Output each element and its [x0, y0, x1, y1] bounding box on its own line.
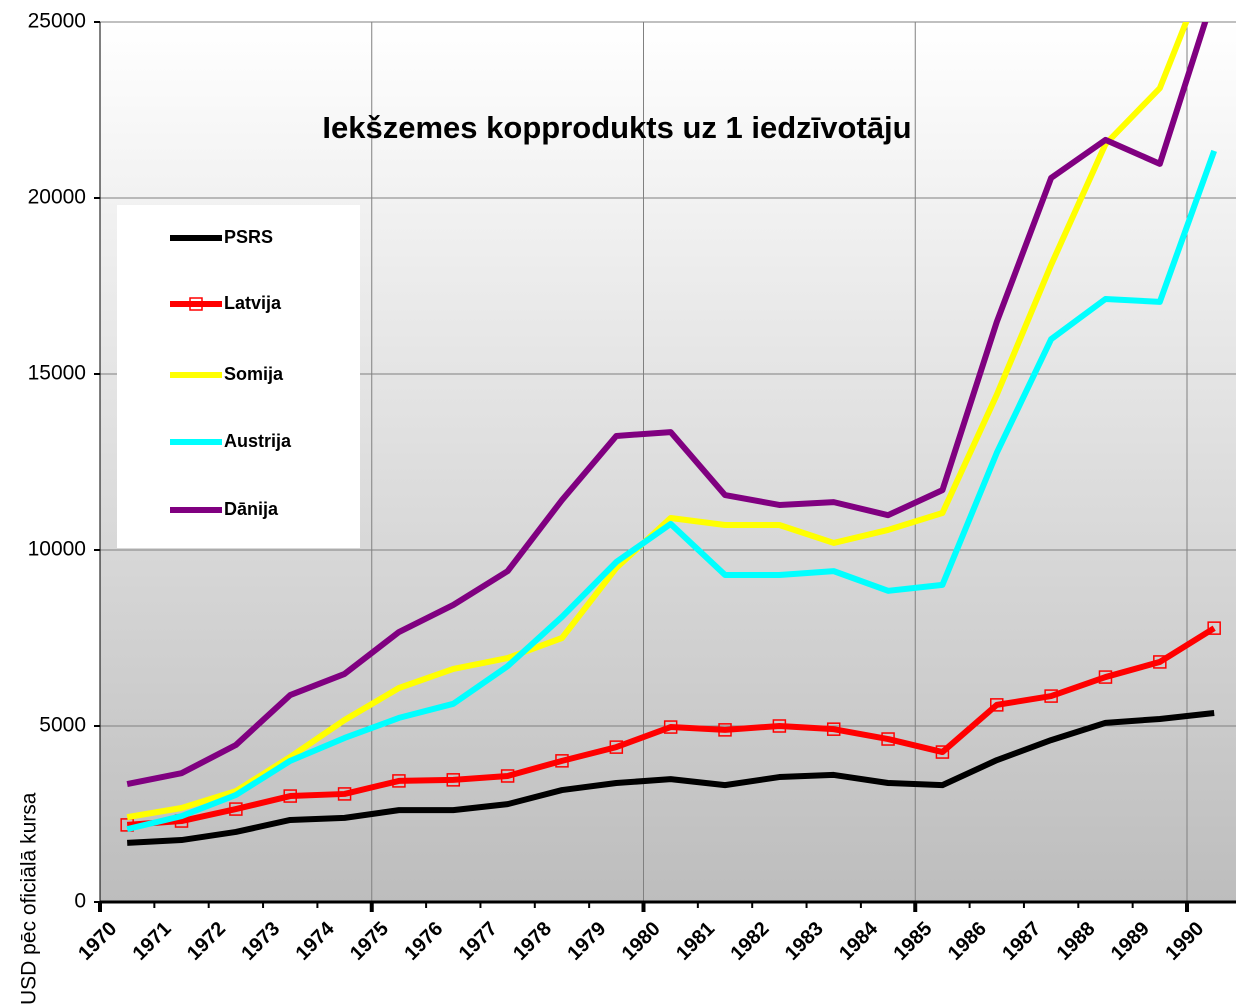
- x-tick-label: 1987: [998, 918, 1045, 965]
- series-line: [126, 22, 1209, 788]
- marker: [555, 754, 569, 768]
- x-tick-label: 1981: [672, 918, 719, 965]
- y-axis-label: USD pēc oficiālā kursa: [18, 792, 41, 1005]
- x-tick-label: 1974: [292, 917, 340, 965]
- marker: [392, 774, 406, 788]
- legend-label: Dānija: [224, 499, 279, 519]
- series-line: [126, 625, 1216, 828]
- marker: [935, 745, 950, 759]
- x-tick-label: 1980: [618, 918, 665, 965]
- marker: [609, 740, 624, 754]
- x-tick-label: 1970: [74, 918, 121, 965]
- legend-marker: [189, 297, 203, 311]
- marker: [1207, 621, 1221, 635]
- marker: [1153, 655, 1167, 669]
- x-tick-label: 1973: [237, 918, 284, 965]
- x-tick-label: 1985: [889, 918, 936, 965]
- legend-label: PSRS: [224, 227, 273, 247]
- x-tick-label: 1976: [400, 918, 447, 965]
- marker: [881, 732, 895, 746]
- marker: [283, 789, 297, 803]
- y-tick-label: 20000: [28, 186, 86, 209]
- marker: [1044, 689, 1058, 703]
- marker: [990, 698, 1004, 712]
- x-tick-label: 1982: [726, 918, 773, 965]
- legend-label: Austrija: [224, 431, 292, 451]
- y-tick-label: 15000: [28, 362, 86, 385]
- x-tick-label: 1989: [1107, 918, 1154, 965]
- x-tick-label: 1979: [563, 918, 610, 965]
- marker: [826, 722, 841, 736]
- x-tick-label: 1986: [944, 918, 991, 965]
- x-tick-label: 1977: [455, 918, 502, 965]
- marker: [500, 769, 515, 783]
- series-line: [126, 149, 1217, 833]
- marker: [446, 773, 461, 787]
- legend-box: [117, 205, 360, 548]
- marker: [663, 720, 678, 734]
- x-tick-label: 1972: [183, 918, 230, 965]
- marker: [1098, 670, 1113, 684]
- x-tick-label: 1983: [781, 918, 828, 965]
- series-line: [126, 22, 1190, 821]
- y-tick-label: 5000: [39, 714, 86, 737]
- x-tick-label: 1971: [129, 918, 176, 965]
- chart-title: Iekšzemes kopprodukts uz 1 iedzīvotāju: [322, 110, 911, 145]
- marker: [337, 787, 352, 801]
- x-tick-label: 1988: [1053, 918, 1100, 965]
- marker: [772, 719, 787, 733]
- marker: [718, 723, 732, 737]
- y-tick-label: 10000: [28, 538, 86, 561]
- legend-label: Latvija: [224, 293, 282, 313]
- legend-label: Somija: [224, 364, 284, 384]
- x-tick-label: 1990: [1161, 918, 1208, 965]
- marker: [229, 802, 243, 816]
- y-tick-label: 25000: [28, 10, 86, 33]
- series-line: [127, 709, 1215, 846]
- x-tick-label: 1978: [509, 918, 556, 965]
- x-tick-label: 1975: [346, 918, 393, 965]
- x-tick-label: 1984: [835, 917, 883, 965]
- y-tick-label: 0: [74, 890, 86, 913]
